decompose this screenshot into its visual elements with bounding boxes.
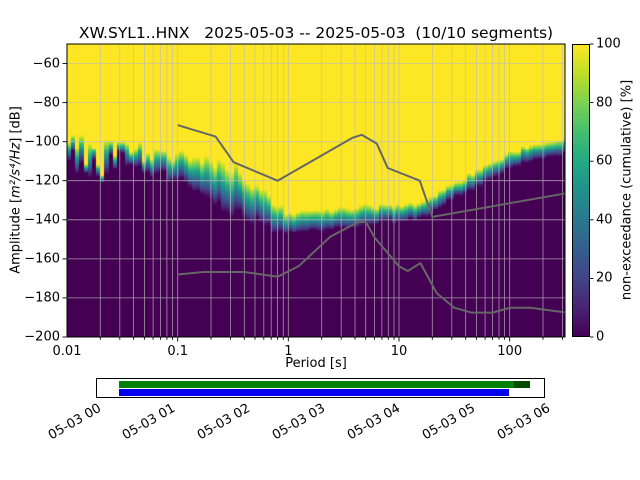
y-tick-label: −80 [32,95,60,111]
y-tick-label: −100 [24,134,60,150]
y-tick-label: −180 [24,290,60,306]
timeline-tick-label: 05-03 00 [45,401,104,444]
heatmap-canvas [67,44,565,337]
colorbar-label: non-exceedance (cumulative) [%] [619,79,635,301]
x-tick-label: 0.1 [167,344,189,359]
x-tick-label: 10 [390,344,408,359]
timeline-tick-label: 05-03 01 [120,401,179,444]
timeline-tick-label: 05-03 05 [419,401,478,444]
y-tick-label: −60 [32,56,60,72]
timeline-tick-label: 05-03 06 [494,401,553,444]
y-axis-label-math: m²/s⁴/Hz [8,142,24,198]
plot-title: XW.SYL1..HNX 2025-05-03 -- 2025-05-03 (1… [78,24,554,42]
x-tick-label: 100 [497,344,523,359]
timeline-tick-label: 05-03 02 [195,401,254,444]
x-axis-label: Period [s] [285,356,347,371]
colorbar-tick-label: 100 [596,36,621,52]
colorbar-tick-label: 60 [596,153,613,169]
timeline-bar-used-blue [118,389,509,396]
y-axis-label: Amplitude [m²/s⁴/Hz] [dB] [9,106,24,274]
timeline-tick-label: 05-03 04 [344,401,403,444]
colorbar-tick-label: 80 [596,95,613,111]
timeline-bar-coverage-green-end [513,381,530,388]
timeline-bar-coverage-green [118,381,514,388]
y-tick-label: −160 [24,251,60,267]
y-tick-label: −140 [24,212,60,228]
y-tick-label: −200 [24,329,60,345]
timeline-tick-label: 05-03 03 [269,401,328,444]
colorbar-tick-label: 20 [596,270,613,286]
colorbar [572,44,590,337]
colorbar-tick-label: 40 [596,212,613,228]
x-tick-label: 1 [284,344,293,359]
colorbar-tick-label: 0 [596,329,605,345]
colorbar-gradient [573,45,589,336]
timeline-box [96,378,545,398]
x-tick-label: 0.01 [52,344,82,359]
y-tick-label: −120 [24,173,60,189]
